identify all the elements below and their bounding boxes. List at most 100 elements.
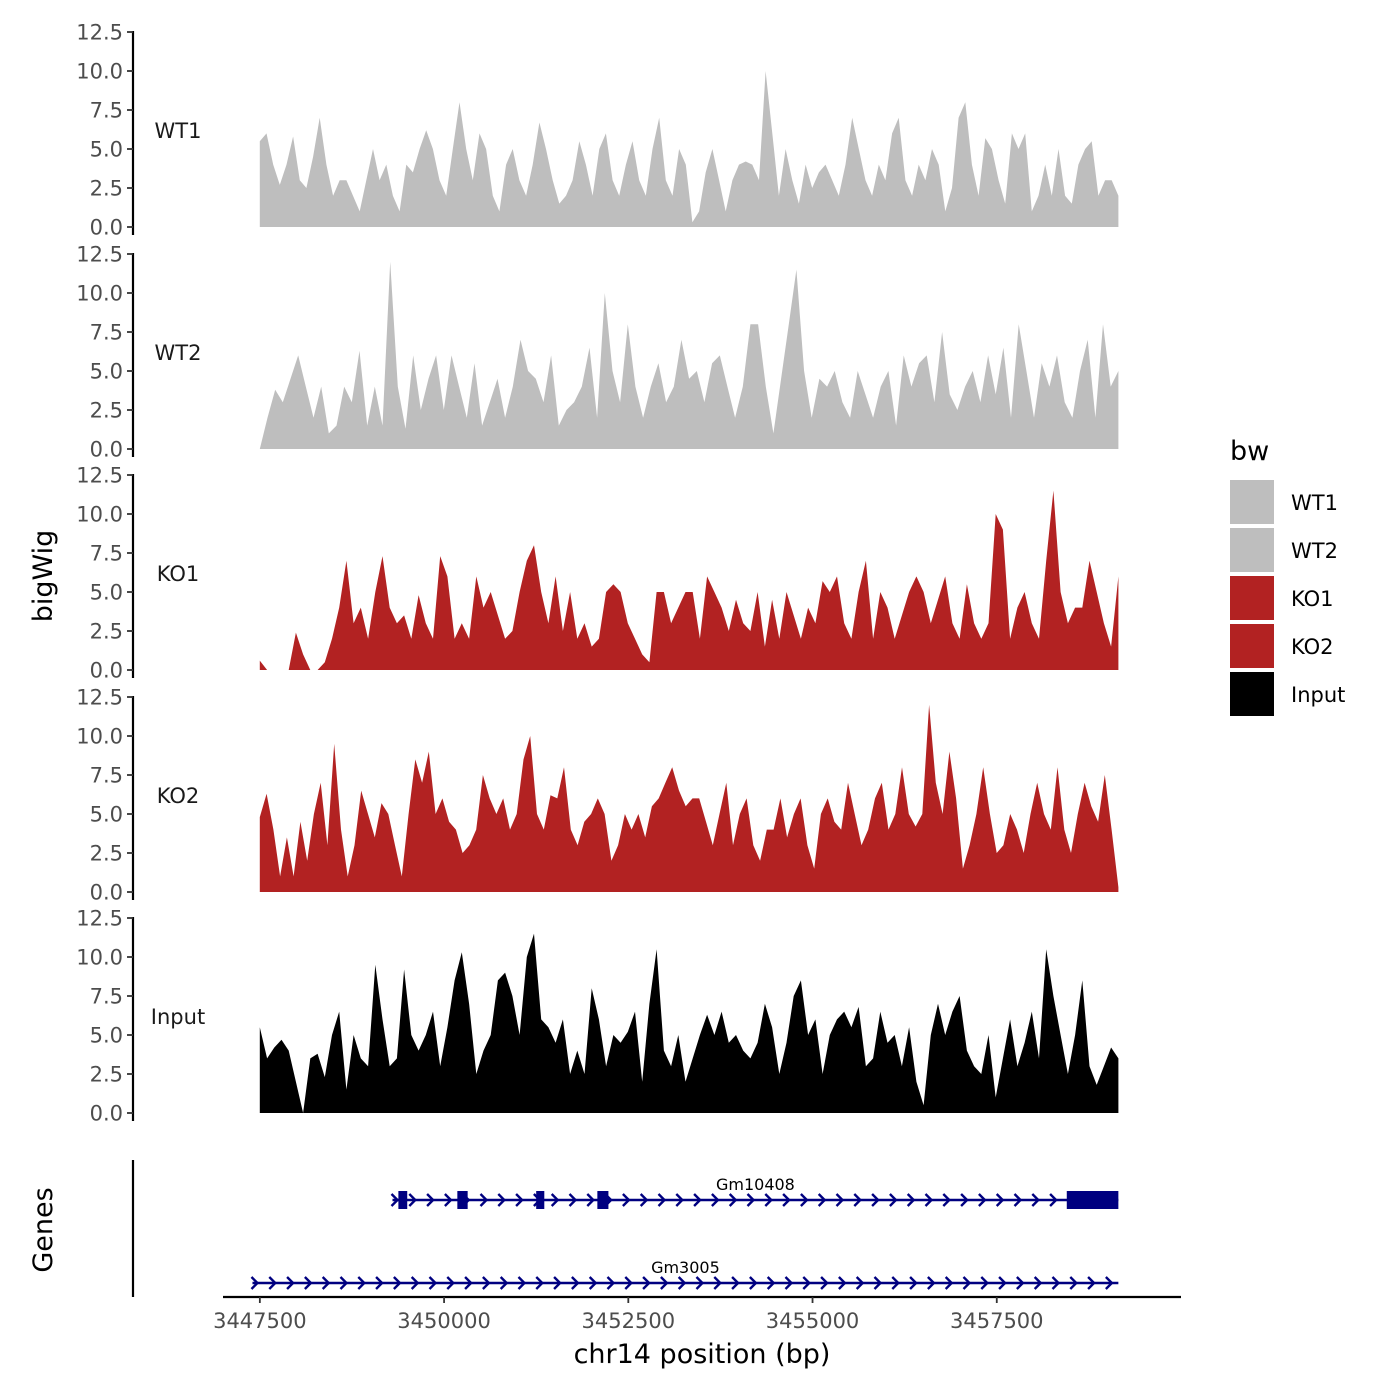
legend-key-wt1 xyxy=(1230,480,1274,524)
strand-arrow xyxy=(657,1193,667,1207)
y-tick-label: 5.0 xyxy=(90,138,123,162)
exon-block xyxy=(536,1191,545,1209)
strand-arrow xyxy=(962,1276,972,1290)
strand-arrow xyxy=(909,1276,918,1290)
y-tick-label: 7.5 xyxy=(90,542,123,566)
y-tick-label: 0.0 xyxy=(90,659,123,683)
track-ko2: 0.0 2.5 5.0 7.5 10.0 12.5 KO2 xyxy=(76,686,1119,905)
strand-arrow xyxy=(408,1193,417,1207)
strand-arrow xyxy=(1031,1193,1040,1207)
legend-key-wt2 xyxy=(1230,528,1274,572)
legend-label: KO2 xyxy=(1291,635,1334,659)
strand-arrow xyxy=(784,1276,794,1290)
strand-arrow xyxy=(304,1276,313,1290)
exon-block xyxy=(1066,1191,1119,1209)
strand-arrow xyxy=(390,1193,400,1207)
x-axis: 3447500 3450000 3452500 3455000 3457500 xyxy=(213,1295,1181,1333)
strand-arrow xyxy=(873,1276,883,1290)
track-wt2: 0.0 2.5 5.0 7.5 10.0 12.5 WT2 xyxy=(76,243,1119,462)
track-label: WT1 xyxy=(155,119,202,143)
x-tick-label: 3450000 xyxy=(397,1309,491,1333)
strand-arrow xyxy=(749,1276,758,1290)
gene-gm3005: Gm3005 xyxy=(250,1258,1119,1290)
strand-arrow xyxy=(906,1193,916,1207)
strand-arrow xyxy=(606,1276,616,1290)
legend-label: WT1 xyxy=(1291,491,1338,515)
y-tick-label: 2.5 xyxy=(90,399,123,423)
strand-arrow xyxy=(713,1276,722,1290)
y-tick-label: 0.0 xyxy=(90,1102,123,1126)
strand-arrow xyxy=(550,1193,560,1207)
strand-arrow xyxy=(853,1193,862,1207)
gene-name-label: Gm3005 xyxy=(651,1258,720,1277)
signal-area-wt1 xyxy=(259,71,1119,227)
strand-arrow xyxy=(426,1193,435,1207)
y-tick-label: 10.0 xyxy=(76,60,123,84)
strand-arrow xyxy=(1051,1276,1061,1290)
strand-arrow xyxy=(568,1193,578,1207)
strand-arrow xyxy=(268,1276,277,1290)
track-label: WT2 xyxy=(155,341,202,365)
strand-arrow xyxy=(622,1193,631,1207)
strand-arrow xyxy=(800,1193,809,1207)
strand-arrow xyxy=(571,1276,580,1290)
track-label: KO2 xyxy=(157,784,200,808)
strand-arrow xyxy=(675,1193,684,1207)
signal-area-ko1 xyxy=(259,490,1119,670)
strand-arrow xyxy=(639,1193,649,1207)
strand-arrow xyxy=(1105,1276,1114,1290)
strand-arrow xyxy=(766,1276,776,1290)
y-tick-label: 5.0 xyxy=(90,1024,123,1048)
y-tick-label: 2.5 xyxy=(90,842,123,866)
y-tick-label: 10.0 xyxy=(76,282,123,306)
x-tick-label: 3457500 xyxy=(950,1309,1044,1333)
strand-arrow xyxy=(446,1276,455,1290)
exon-block xyxy=(457,1191,468,1209)
strand-arrow xyxy=(286,1276,295,1290)
strand-arrow xyxy=(1069,1276,1078,1290)
track-input: 0.0 2.5 5.0 7.5 10.0 12.5 Input xyxy=(76,907,1119,1126)
track-label: Input xyxy=(151,1005,205,1029)
strand-arrow xyxy=(321,1276,331,1290)
strand-arrow xyxy=(375,1276,384,1290)
strand-arrow xyxy=(428,1276,438,1290)
y-tick-label: 10.0 xyxy=(76,503,123,527)
strand-arrow xyxy=(782,1193,791,1207)
strand-arrow xyxy=(660,1276,669,1290)
y-tick-label: 0.0 xyxy=(90,216,123,240)
gene-track-title: Genes xyxy=(28,1187,59,1272)
legend-title: bw xyxy=(1230,436,1269,467)
y-tick-label: 5.0 xyxy=(90,581,123,605)
strand-arrow xyxy=(855,1276,865,1290)
legend-key-input xyxy=(1230,672,1274,716)
legend-label: KO1 xyxy=(1291,587,1334,611)
y-tick-label: 10.0 xyxy=(76,946,123,970)
strand-arrow xyxy=(746,1193,756,1207)
strand-arrow xyxy=(642,1276,651,1290)
signal-area-wt2 xyxy=(259,261,1119,449)
exon-block xyxy=(597,1191,609,1209)
strand-arrow xyxy=(1049,1193,1058,1207)
strand-arrow xyxy=(535,1276,544,1290)
y-tick-label: 7.5 xyxy=(90,321,123,345)
strand-arrow xyxy=(711,1193,720,1207)
strand-arrow xyxy=(250,1276,260,1290)
y-tick-label: 0.0 xyxy=(90,881,123,905)
strand-arrow xyxy=(1013,1193,1023,1207)
exon-block xyxy=(398,1191,408,1209)
strand-arrow xyxy=(1016,1276,1025,1290)
strand-arrow xyxy=(479,1193,489,1207)
strand-arrow xyxy=(942,1193,951,1207)
strand-arrow xyxy=(835,1193,845,1207)
legend-key-ko1 xyxy=(1230,576,1274,620)
strand-arrow xyxy=(871,1193,880,1207)
y-tick-label: 12.5 xyxy=(76,907,123,931)
strand-arrow xyxy=(927,1276,936,1290)
strand-arrow xyxy=(695,1276,705,1290)
strand-arrow xyxy=(677,1276,687,1290)
strand-arrow xyxy=(497,1193,506,1207)
y-tick-label: 12.5 xyxy=(76,21,123,45)
y-tick-label: 0.0 xyxy=(90,438,123,462)
strand-arrow xyxy=(889,1193,898,1207)
strand-arrow xyxy=(464,1276,473,1290)
